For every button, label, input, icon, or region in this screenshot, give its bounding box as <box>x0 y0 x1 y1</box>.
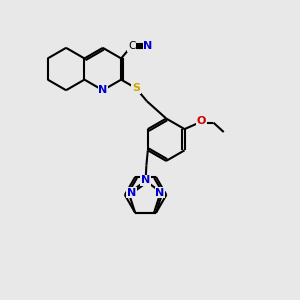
Text: C: C <box>128 41 135 51</box>
Text: N: N <box>143 41 152 51</box>
Text: O: O <box>197 116 206 126</box>
Text: S: S <box>132 83 140 93</box>
Text: N: N <box>127 188 136 197</box>
Text: N: N <box>98 85 107 95</box>
Text: N: N <box>141 175 150 185</box>
Text: N: N <box>155 188 164 197</box>
